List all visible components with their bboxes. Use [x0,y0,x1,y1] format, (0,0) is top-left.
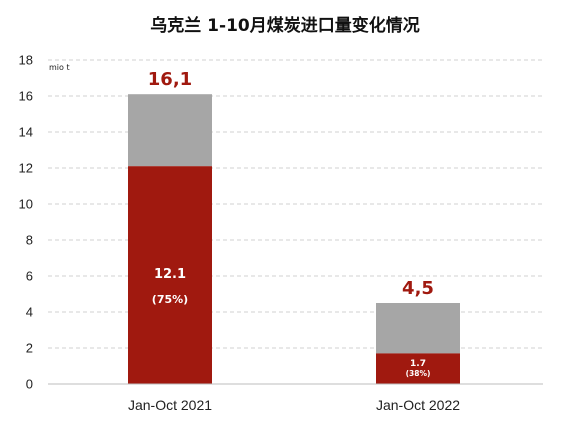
y-tick-label-12: 12 [19,161,33,176]
y-tick-label-18: 18 [19,53,33,68]
bar-primary-segment-0 [128,166,212,384]
value-label-1: 1.7 [410,359,426,369]
y-tick-label-4: 4 [26,305,33,320]
grid-lines [48,59,543,349]
y-axis-unit-label: mio t [49,63,70,72]
share-label-0: (75%) [152,293,188,306]
y-tick-label-2: 2 [26,341,33,356]
x-axis-ticks: Jan-Oct 2021 Jan-Oct 2022 [128,397,460,413]
y-tick-label-6: 6 [26,269,33,284]
total-label-0: 16,1 [148,69,192,90]
y-tick-label-8: 8 [26,233,33,248]
x-tick-label-0: Jan-Oct 2021 [128,397,212,413]
total-label-1: 4,5 [402,278,434,299]
bar-remainder-segment-0 [128,94,212,167]
y-tick-label-14: 14 [19,125,33,140]
y-axis-ticks: 0 2 4 6 8 10 12 14 16 18 [19,53,33,392]
chart-title: 乌克兰 1-10月煤炭进口量变化情况 [150,15,419,36]
y-tick-label-16: 16 [19,89,33,104]
y-tick-label-10: 10 [19,197,33,212]
y-tick-label-0: 0 [26,377,33,392]
x-tick-label-1: Jan-Oct 2022 [376,397,460,413]
data-labels: 16,1 12.1 (75%) 4,5 1.7(38%) [148,69,434,378]
bars [128,94,460,384]
bar-primary-segment-1 [376,353,460,384]
bar-remainder-segment-1 [376,303,460,354]
value-label-0: 12.1 [154,267,186,282]
share-label-1: (38%) [406,369,431,378]
